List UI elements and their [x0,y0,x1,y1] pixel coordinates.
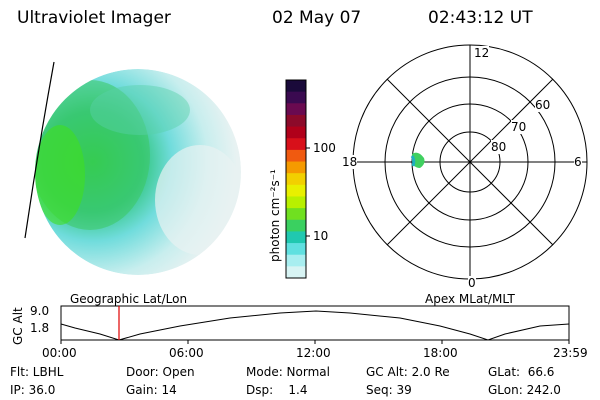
info-mode: Mode: Normal [246,365,330,379]
colorbar-tick-10: 10 [313,229,329,243]
timeline-frame [60,305,570,341]
info-glat: GLat: 66.6 [488,365,555,379]
earth-disk [35,69,241,275]
colorbar-segment [286,114,306,128]
info-seq: Seq: 39 [366,383,412,397]
colorbar-segment [286,149,306,163]
colorbar-segment [286,231,306,244]
mlt-label-18: 18 [342,155,358,169]
info-glon: GLon: 242.0 [488,383,561,397]
colorbar-segment [286,266,306,279]
lat-label-70: 70 [511,120,527,134]
colorbar-segment [286,173,306,186]
colorbar-segment [286,126,306,139]
timeline-left-caption: Geographic Lat/Lon [70,292,188,306]
terminator-line [24,61,55,239]
info-gcalt: GC Alt: 2.0 Re [366,365,450,379]
colorbar-segment [286,161,306,174]
info-door: Door: Open [126,365,195,379]
info-dsp: Dsp: 1.4 [246,383,308,397]
colorbar-segment [286,184,306,197]
colorbar-segment [286,138,306,151]
colorbar-segment [286,91,306,104]
timeline-xtick-1800: 18:00 [423,346,458,360]
colorbar-segment [286,254,306,267]
altitude-curve [60,310,570,341]
timeline-ytick-bottom: 1.8 [30,321,50,335]
timeline-xtick-2359: 23:59 [553,346,588,360]
colorbar-segment [286,80,306,93]
timeline-xtick-0600: 06:00 [169,346,204,360]
instrument-title: Ultraviolet Imager [17,8,171,28]
info-gain: Gain: 14 [126,383,177,397]
timeline-xtick-0000: 00:00 [42,346,77,360]
colorbar-segment [286,243,306,256]
info-ip: IP: 36.0 [10,383,56,397]
info-flt: Flt: LBHL [10,365,64,379]
timeline-ytick-top: 9.0 [30,304,50,318]
timeline-xtick-1200: 12:00 [296,346,331,360]
lat-label-80: 80 [491,140,507,154]
time-label: 02:43:12 UT [428,8,533,28]
mlt-label-0: 0 [468,276,476,290]
mlt-label-6: 6 [574,155,582,169]
colorbar-segment [286,219,306,232]
timeline-right-caption: Apex MLat/MLT [425,292,515,306]
mlt-label-12: 12 [474,46,490,60]
polar-diagonal-2 [386,78,554,246]
colorbar-segment [286,208,306,221]
date-label: 02 May 07 [272,8,362,28]
colorbar-segment [286,103,306,116]
auroral-spot [412,152,425,168]
lat-label-60: 60 [535,98,551,112]
colorbar-segment [286,196,306,209]
colorbar-tick-100: 100 [313,141,336,155]
